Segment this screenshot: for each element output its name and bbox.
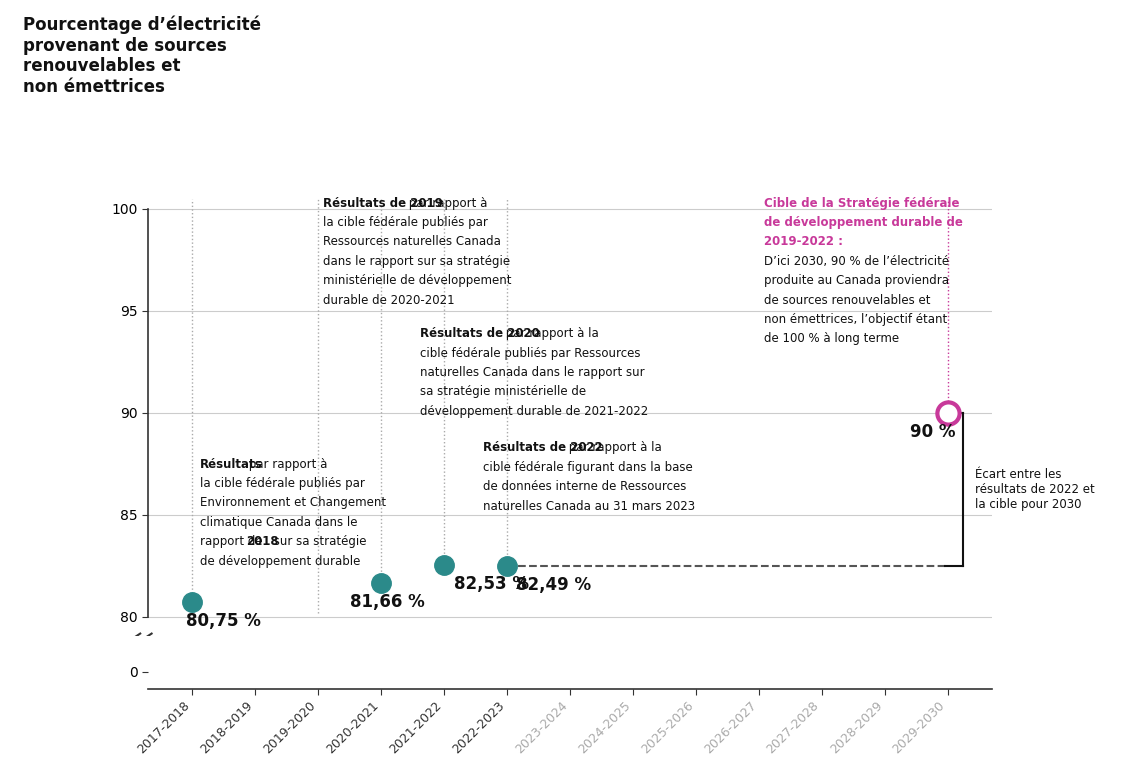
Text: Résultats de 2020: Résultats de 2020	[421, 327, 540, 340]
Text: la cible fédérale publiés par: la cible fédérale publiés par	[200, 477, 365, 490]
Text: Résultats de 2022: Résultats de 2022	[483, 441, 603, 454]
Text: la cible fédérale publiés par: la cible fédérale publiés par	[324, 216, 488, 229]
Text: ministérielle de développement: ministérielle de développement	[324, 274, 512, 287]
Text: de développement durable de: de développement durable de	[764, 216, 963, 229]
Text: naturelles Canada au 31 mars 2023: naturelles Canada au 31 mars 2023	[483, 500, 695, 513]
Text: par rapport à: par rapport à	[245, 457, 327, 470]
Text: Écart entre les
résultats de 2022 et
la cible pour 2030: Écart entre les résultats de 2022 et la …	[975, 468, 1094, 511]
Text: développement durable de 2021-2022: développement durable de 2021-2022	[421, 405, 649, 418]
Text: 2019-2022 :: 2019-2022 :	[764, 236, 842, 249]
Text: D’ici 2030, 90 % de l’électricité: D’ici 2030, 90 % de l’électricité	[764, 255, 948, 268]
Text: par rapport à la: par rapport à la	[502, 327, 598, 340]
Text: sur sa stratégie: sur sa stratégie	[270, 536, 367, 549]
Text: cible fédérale figurant dans la base: cible fédérale figurant dans la base	[483, 461, 693, 474]
Text: de développement durable: de développement durable	[200, 555, 360, 568]
Text: de sources renouvelables et: de sources renouvelables et	[764, 294, 930, 307]
Text: 90 %: 90 %	[910, 423, 955, 441]
Text: durable de 2020-2021: durable de 2020-2021	[324, 294, 455, 307]
Text: Résultats de 2019: Résultats de 2019	[324, 197, 443, 210]
Text: de 100 % à long terme: de 100 % à long terme	[764, 332, 899, 345]
Text: climatique Canada dans le: climatique Canada dans le	[200, 516, 357, 529]
Text: par rapport à la: par rapport à la	[565, 441, 661, 454]
Text: non émettrices, l’objectif étant: non émettrices, l’objectif étant	[764, 313, 947, 326]
Text: rapport de: rapport de	[200, 536, 267, 549]
Text: 2018: 2018	[246, 536, 279, 549]
Text: Ressources naturelles Canada: Ressources naturelles Canada	[324, 236, 502, 249]
Text: 81,66 %: 81,66 %	[350, 593, 424, 611]
Text: Pourcentage d’électricité
provenant de sources
renouvelables et
non émettrices: Pourcentage d’électricité provenant de s…	[23, 15, 261, 96]
Text: Résultats: Résultats	[200, 457, 262, 470]
Text: sa stratégie ministérielle de: sa stratégie ministérielle de	[421, 386, 586, 399]
Text: 80,75 %: 80,75 %	[186, 612, 261, 630]
Text: produite au Canada proviendra: produite au Canada proviendra	[764, 274, 948, 287]
Text: de données interne de Ressources: de données interne de Ressources	[483, 480, 686, 493]
Text: par rapport à: par rapport à	[405, 197, 488, 210]
Text: naturelles Canada dans le rapport sur: naturelles Canada dans le rapport sur	[421, 366, 645, 379]
Text: dans le rapport sur sa stratégie: dans le rapport sur sa stratégie	[324, 255, 511, 268]
Text: 82,53 %: 82,53 %	[454, 575, 529, 594]
Text: cible fédérale publiés par Ressources: cible fédérale publiés par Ressources	[421, 347, 641, 360]
Text: Cible de la Stratégie fédérale: Cible de la Stratégie fédérale	[764, 197, 960, 210]
Text: Environnement et Changement: Environnement et Changement	[200, 496, 386, 509]
Text: 82,49 %: 82,49 %	[516, 576, 592, 594]
